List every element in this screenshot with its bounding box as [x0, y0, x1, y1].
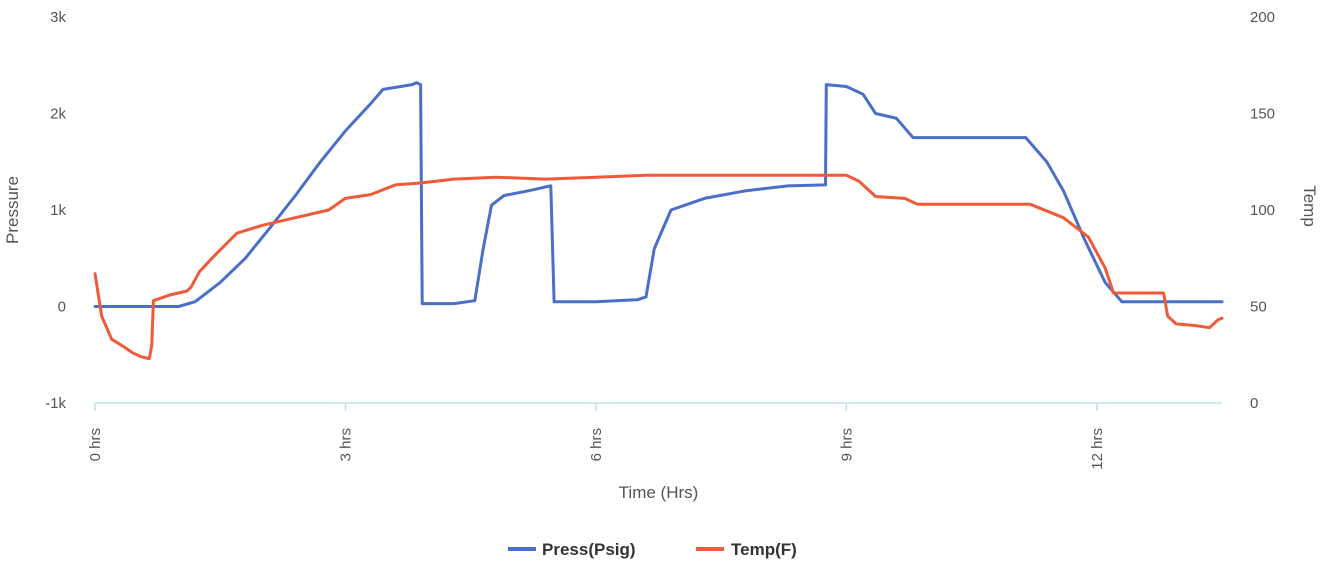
x-tick-label: 3 hrs [337, 428, 354, 461]
x-tick-label: 12 hrs [1089, 428, 1106, 470]
legend-label-pressure[interactable]: Press(Psig) [542, 540, 636, 559]
y-right-tick-label: 50 [1250, 299, 1267, 316]
labels-layer: Time (Hrs) Pressure Temp [3, 176, 1319, 502]
y-right-tick-label: 0 [1250, 395, 1258, 412]
y-left-tick-label: 3k [50, 9, 66, 26]
y-left-tick-label: -1k [45, 395, 66, 412]
y-left-tick-label: 1k [50, 202, 66, 219]
x-tick-label: 0 hrs [87, 428, 104, 461]
x-axis-title: Time (Hrs) [619, 483, 699, 502]
y-right-tick-label: 200 [1250, 9, 1275, 26]
legend-label-temperature[interactable]: Temp(F) [731, 540, 797, 559]
legend: Press(Psig) Temp(F) [508, 540, 797, 559]
axes-layer: 0 hrs 3 hrs 6 hrs 9 hrs 12 hrs -1k 0 1k 2k 3k 0 50 1… [45, 9, 1275, 470]
y-axis-right-title: Temp [1300, 185, 1319, 227]
x-tick-label: 6 hrs [588, 428, 605, 461]
series-layer [93, 81, 1224, 361]
y-left-tick-label: 0 [58, 299, 66, 316]
series-line-temperature[interactable] [93, 173, 1224, 361]
x-tick-label: 9 hrs [838, 428, 855, 461]
y-left-tick-label: 2k [50, 106, 66, 123]
y-axis-left-title: Pressure [3, 176, 22, 244]
y-right-tick-label: 100 [1250, 202, 1275, 219]
series-line-pressure[interactable] [93, 81, 1224, 308]
y-right-tick-label: 150 [1250, 106, 1275, 123]
